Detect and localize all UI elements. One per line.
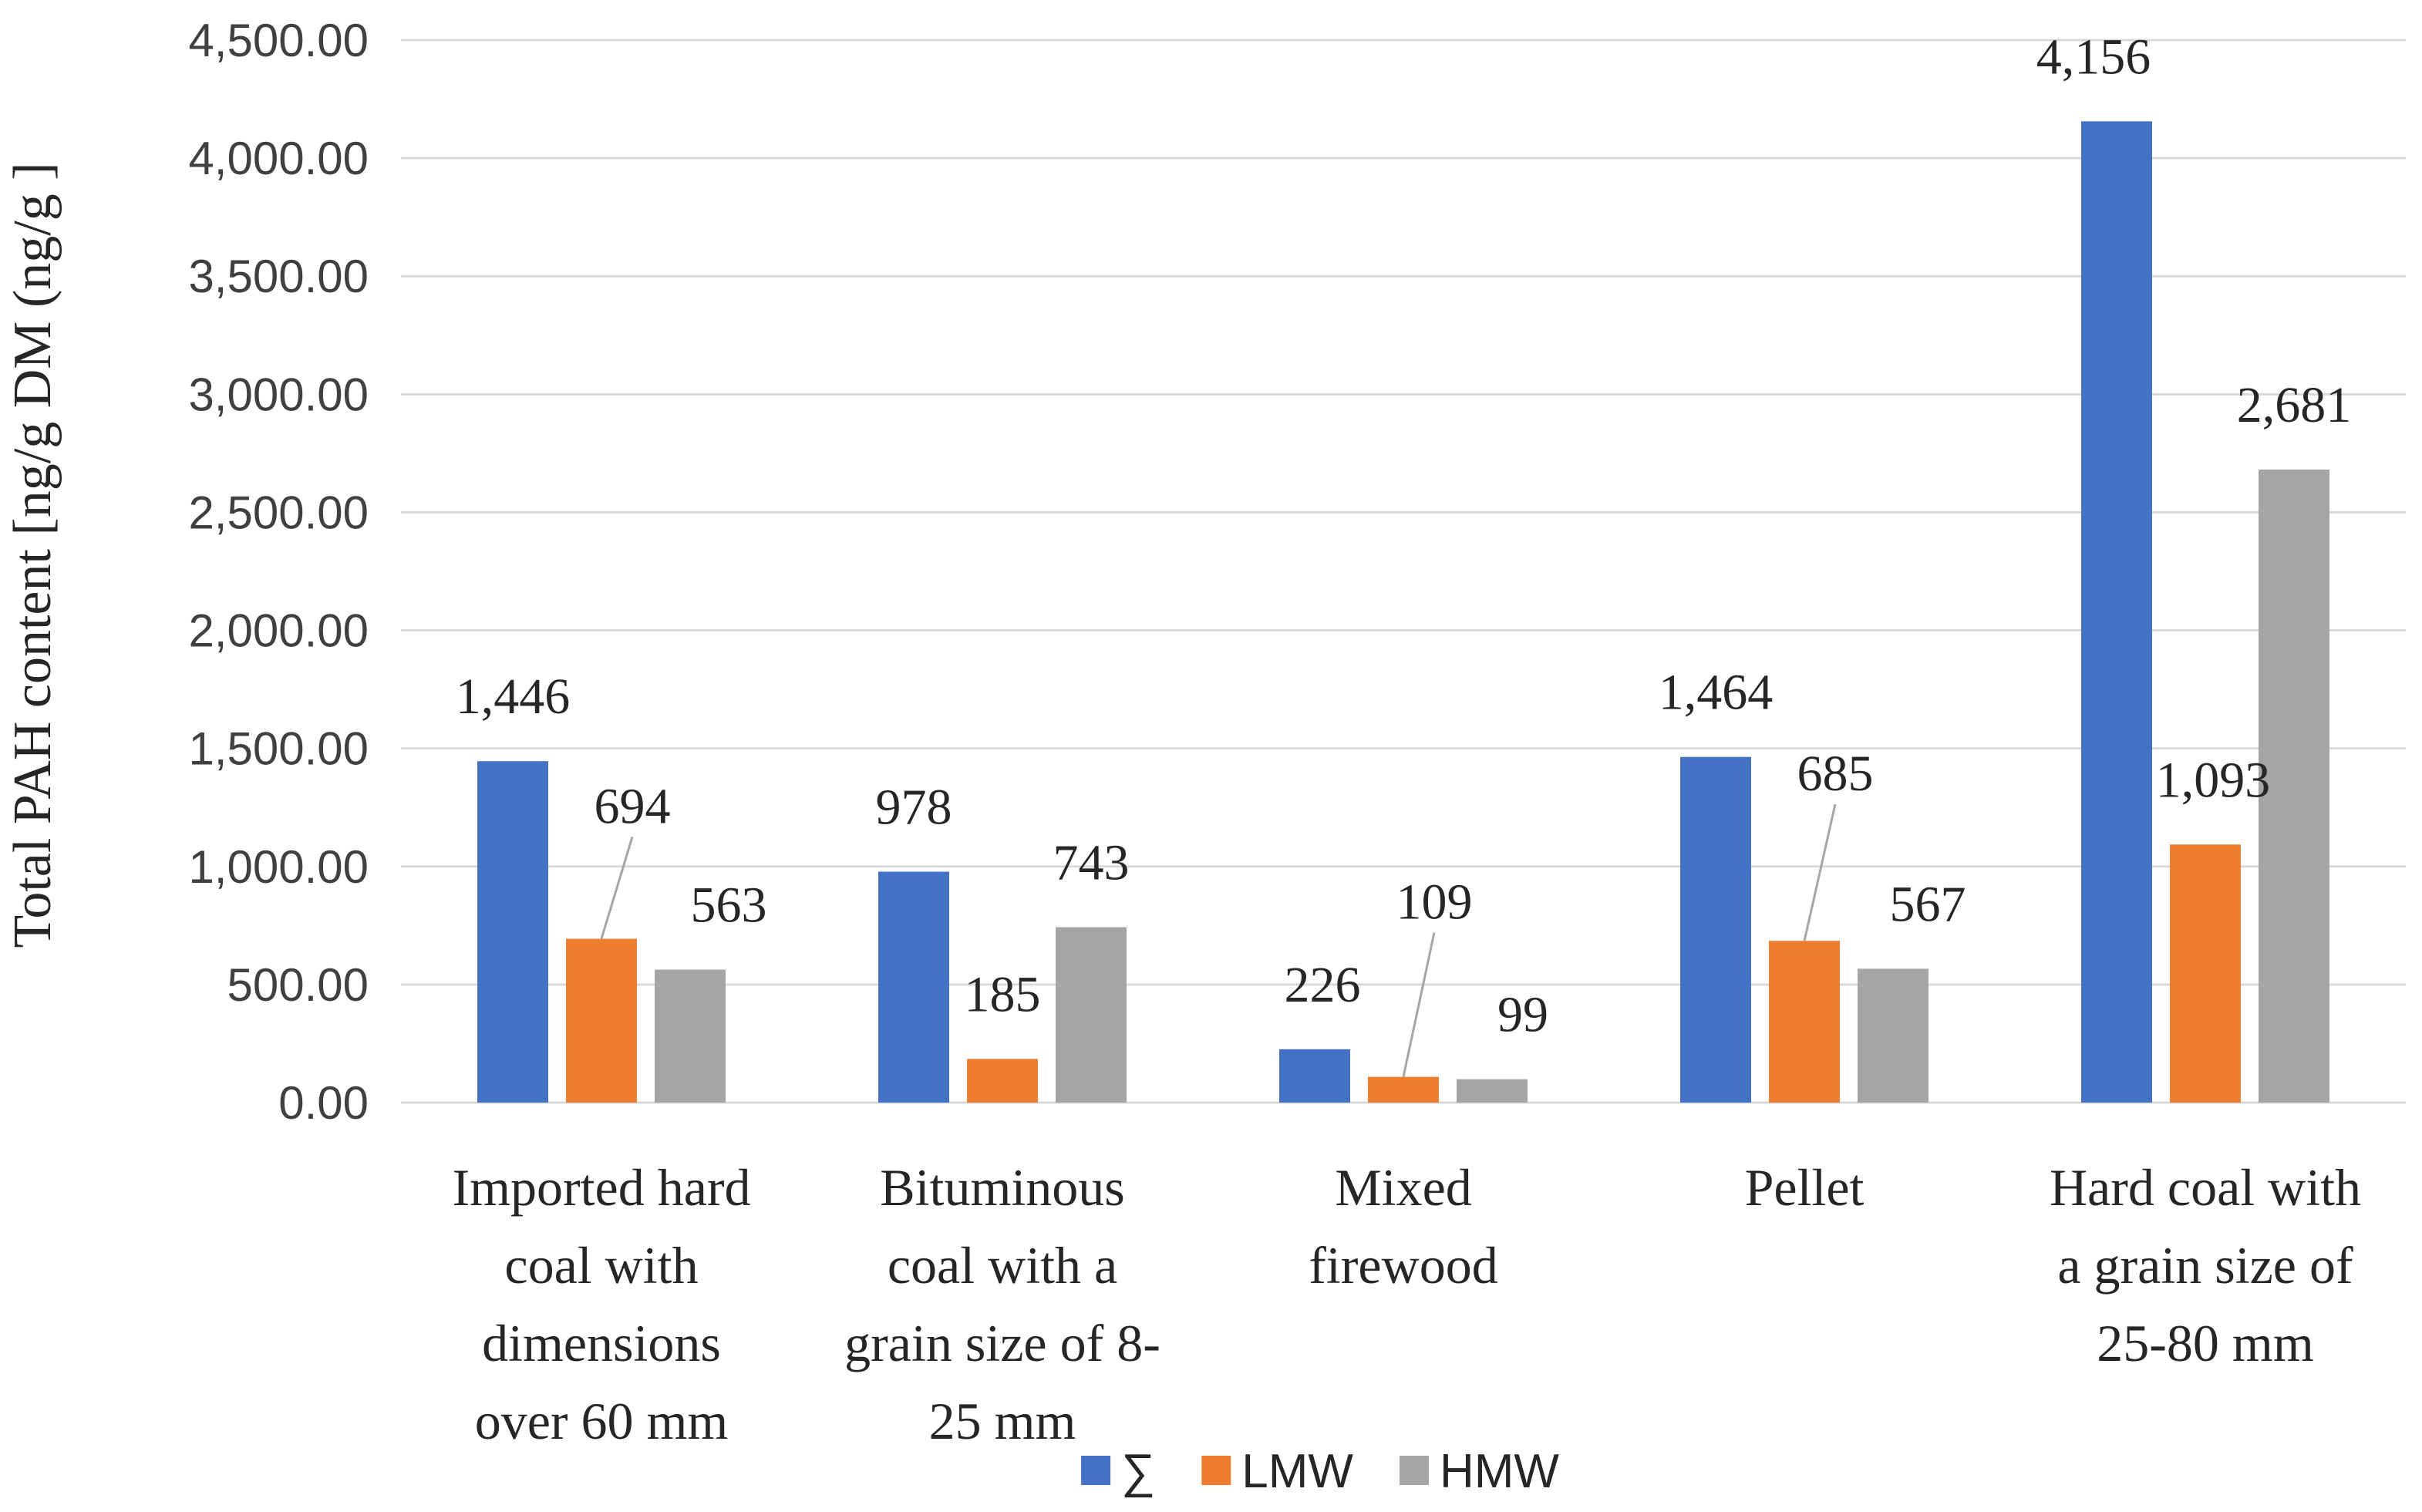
leader-line <box>600 837 634 939</box>
legend-item: HMW <box>1399 1445 1559 1498</box>
category-label-line: 25 mm <box>929 1392 1076 1450</box>
category-label: Hard coal with a grain size of 25-80 mm <box>2050 1158 2361 1372</box>
category-label: Pellet <box>1745 1158 1865 1217</box>
y-tick-label: 3,000.00 <box>188 369 369 420</box>
bar--2 <box>878 871 949 1103</box>
category-label-line: Bituminous <box>880 1158 1124 1217</box>
category-label-line: coal with <box>504 1236 698 1295</box>
gridlines <box>401 39 2406 1104</box>
data-label: 99 <box>1497 987 1548 1043</box>
legend: ∑ LMW HMW <box>1081 1445 1559 1498</box>
data-label: 1,093 <box>2156 752 2271 808</box>
bar-hmw-3 <box>1457 1079 1528 1103</box>
category-label: Mixed firewood <box>1309 1158 1497 1295</box>
legend-label: ∑ <box>1121 1445 1155 1498</box>
y-tick-label: 4,000.00 <box>188 133 369 184</box>
leader-line <box>1402 932 1436 1077</box>
y-tick-label: 0.00 <box>278 1077 369 1129</box>
category-label-line: Mixed <box>1335 1158 1472 1217</box>
y-tick-label: 1,000.00 <box>188 841 369 893</box>
category-label-line: Pellet <box>1745 1158 1865 1217</box>
category-label-line: Hard coal with <box>2050 1158 2361 1217</box>
data-label: 2,681 <box>2237 377 2352 433</box>
category-label: Imported hard coal with dimensions over 60 … <box>452 1158 750 1450</box>
bar-lmw-4 <box>1769 941 1840 1103</box>
data-label: 109 <box>1396 874 1473 931</box>
bar--3 <box>1279 1049 1350 1103</box>
category-label-line: grain size of 8- <box>844 1314 1160 1372</box>
leader-line <box>1803 803 1837 941</box>
legend-swatch <box>1399 1456 1429 1485</box>
category-label-line: dimensions <box>482 1314 721 1372</box>
y-tick-label: 2,500.00 <box>188 487 369 538</box>
data-label: 185 <box>965 966 1041 1022</box>
y-tick-label: 500.00 <box>227 959 369 1011</box>
data-label: 1,464 <box>1659 665 1774 721</box>
data-labels: 1,446 694 563 978 185 743 226 109 99 1,464 685 567 4… <box>456 29 2352 1042</box>
data-label: 4,156 <box>2036 29 2151 85</box>
legend-swatch <box>1201 1456 1231 1485</box>
data-label: 694 <box>595 778 671 834</box>
category-label-line: over 60 mm <box>475 1392 729 1450</box>
y-tick-label: 3,500.00 <box>188 251 369 302</box>
bar-hmw-4 <box>1858 968 1929 1103</box>
y-tick-label: 2,000.00 <box>188 605 369 657</box>
data-label: 685 <box>1797 746 1874 802</box>
y-tick-label: 4,500.00 <box>188 15 369 66</box>
bar-hmw-1 <box>655 969 726 1103</box>
y-axis-tick-labels: 0.00 500.00 1,000.00 1,500.00 2,000.00 2,500.… <box>188 15 369 1129</box>
category-label-line: coal with a <box>888 1236 1117 1295</box>
category-label: Bituminous coal with a grain size of 8- 25 … <box>844 1158 1160 1450</box>
bar--4 <box>1680 756 1751 1103</box>
legend-label: HMW <box>1440 1445 1559 1498</box>
legend-item: ∑ <box>1081 1445 1155 1498</box>
category-label-line: firewood <box>1309 1236 1497 1295</box>
bar-hmw-5 <box>2259 470 2329 1103</box>
bar--1 <box>477 761 548 1103</box>
bars <box>477 121 2329 1103</box>
bar-lmw-1 <box>566 938 637 1103</box>
data-label-leader-lines <box>600 803 1837 1077</box>
legend-label: LMW <box>1241 1445 1353 1498</box>
data-label: 563 <box>691 877 767 934</box>
legend-item: LMW <box>1201 1445 1353 1498</box>
data-label: 743 <box>1053 834 1130 891</box>
category-label-line: a grain size of <box>2057 1236 2353 1295</box>
bar--5 <box>2081 121 2152 1103</box>
category-label-line: Imported hard <box>452 1158 750 1217</box>
bar-hmw-2 <box>1056 927 1127 1103</box>
data-label: 1,446 <box>456 668 571 725</box>
data-label: 978 <box>876 780 952 836</box>
bar-lmw-5 <box>2170 844 2241 1103</box>
y-axis-title: Total PAH content [ng/g DM (ng/g ] <box>3 162 62 948</box>
bar-lmw-2 <box>967 1059 1038 1103</box>
x-axis-category-labels: Imported hard coal with dimensions over 60 … <box>452 1158 2361 1450</box>
legend-swatch <box>1081 1456 1111 1485</box>
y-tick-label: 1,500.00 <box>188 723 369 775</box>
data-label: 567 <box>1890 876 1966 932</box>
category-label-line: 25-80 mm <box>2097 1314 2313 1372</box>
bar-lmw-3 <box>1368 1076 1439 1103</box>
data-label: 226 <box>1285 957 1361 1013</box>
